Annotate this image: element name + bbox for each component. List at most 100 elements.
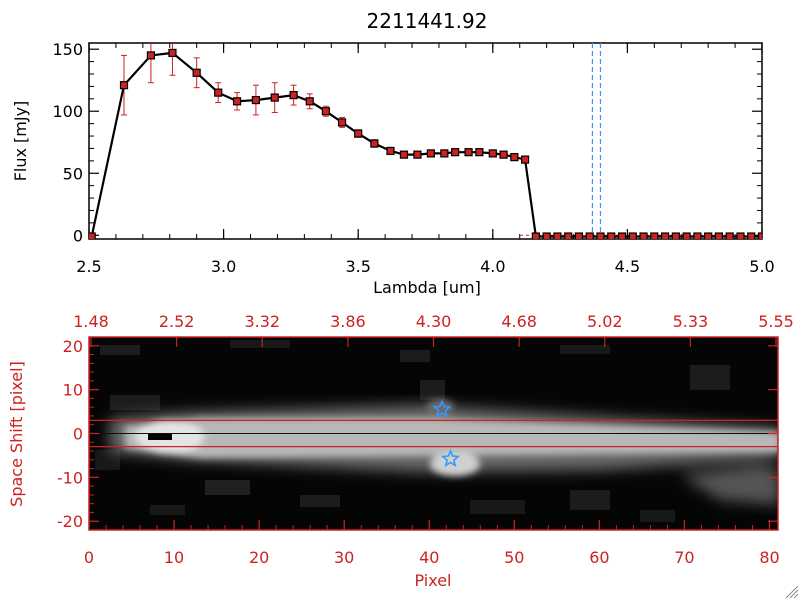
spectrum-data-point xyxy=(747,232,756,239)
spectrum-data-point xyxy=(168,48,177,58)
spectrum-data-point xyxy=(628,232,637,239)
source-star-icon xyxy=(440,448,461,468)
spectrum-y-tick-label: 100 xyxy=(52,102,83,121)
spectrum-data-point xyxy=(510,153,519,162)
spectrum-vertical-lines xyxy=(591,43,602,239)
spectrum-y-tick-label: 0 xyxy=(73,226,83,245)
image-x-tick-label: 0 xyxy=(84,548,94,567)
spectrum-data-point xyxy=(251,95,261,105)
image-x-ticks: 0 10 20 30 40 50 60 70 80 xyxy=(84,520,780,567)
spectrum-y-axis-label: Flux [mJy] xyxy=(11,101,30,182)
spectrum-data-point xyxy=(214,88,223,97)
image-top-tick-label: 4.68 xyxy=(501,312,537,331)
spectrum-x-ticks: 2.5 3.0 3.5 4.0 4.5 5.0 xyxy=(76,43,775,276)
spectrum-data-point xyxy=(119,81,129,90)
spectrum-data-point xyxy=(736,232,745,239)
spectrum-x-tick-label: 5.0 xyxy=(749,257,774,276)
image-top-tick-label: 1.48 xyxy=(73,312,109,331)
spectrum-data-point xyxy=(553,232,562,239)
image-top-tick-label: 2.52 xyxy=(159,312,195,331)
spectrum-markers xyxy=(89,48,762,239)
spectrum-data-point xyxy=(146,51,156,60)
image-x-tick-label: 30 xyxy=(334,548,354,567)
spectrum-data-point xyxy=(671,232,680,239)
spectrum-data-point xyxy=(232,97,242,106)
spectrum-data-point xyxy=(757,232,762,239)
spectrum-data-point xyxy=(521,155,530,164)
spectrum-x-tick-label: 2.5 xyxy=(76,257,101,276)
spectrum-data-point xyxy=(370,139,379,148)
spectrum-x-tick-label: 3.0 xyxy=(211,257,236,276)
chart-title: 2211441.92 xyxy=(367,9,488,33)
image-x-tick-label: 80 xyxy=(759,548,779,567)
image-top-wavelength-ticks: 1.48 2.52 3.32 3.86 4.30 4.68 5.02 5.33 5.55 xyxy=(73,312,794,347)
spectrum-data-point xyxy=(321,107,330,116)
spectrum-data-point xyxy=(617,232,627,239)
spectrum-data-point xyxy=(337,118,347,127)
spectrum-data-point xyxy=(693,232,702,239)
image-top-tick-label: 3.86 xyxy=(330,312,366,331)
image-y-tick-label: 0 xyxy=(73,425,83,444)
spectrum-x-tick-label: 4.5 xyxy=(615,257,640,276)
trace-marker xyxy=(148,433,172,440)
image-x-tick-label: 40 xyxy=(419,548,439,567)
image-y-axis-label: Space Shift [pixel] xyxy=(7,361,26,507)
image-top-tick-label: 5.33 xyxy=(673,312,709,331)
spectrum-data-point xyxy=(660,232,670,239)
image-x-tick-label: 20 xyxy=(249,548,269,567)
spectrum-data-point xyxy=(426,149,435,158)
image-y-tick-label: -20 xyxy=(57,512,83,531)
spectrum-data-point xyxy=(413,150,422,159)
spectrum-data-point xyxy=(89,232,96,239)
image-x-tick-label: 60 xyxy=(589,548,609,567)
image-y-ticks: 20 10 0 -10 -20 xyxy=(57,336,778,531)
spectrum-y-ticks: 0 50 100 150 xyxy=(52,40,762,245)
spectrum-data-point xyxy=(585,232,594,239)
spectrum-data-point xyxy=(650,232,659,239)
source-stars xyxy=(432,399,461,468)
resize-grip-icon[interactable] xyxy=(785,585,799,599)
spectrum-data-point xyxy=(607,232,616,239)
spectrum-y-tick-label: 50 xyxy=(63,164,83,183)
spectrum-data-point xyxy=(289,91,298,100)
spectrum-data-point xyxy=(475,148,484,157)
spectrum-data-point xyxy=(704,232,713,239)
spectrum-data-point xyxy=(564,232,573,239)
spectrum-data-point xyxy=(682,232,691,239)
spectrum-data-point xyxy=(725,232,734,239)
spectrum-minor-ticks xyxy=(88,43,763,239)
spectrum-data-point xyxy=(596,232,605,239)
spectrum-plot-frame xyxy=(88,42,763,240)
spectrum-data-point xyxy=(354,129,363,138)
image-x-tick-label: 50 xyxy=(504,548,524,567)
spectrum-data-point xyxy=(714,232,724,239)
spectrum-data-point xyxy=(440,149,449,158)
spectrum-data-point xyxy=(531,232,540,239)
image-top-tick-label: 4.30 xyxy=(416,312,452,331)
image-x-axis-label: Pixel xyxy=(414,571,451,590)
image-noise xyxy=(95,340,730,522)
spectrum-x-tick-label: 3.5 xyxy=(345,257,370,276)
spectrum-data-point xyxy=(542,232,551,239)
spectrum-data-point xyxy=(488,149,497,158)
spectrum-y-tick-label: 150 xyxy=(52,40,83,59)
spectrum-x-axis-label: Lambda [um] xyxy=(373,278,481,297)
spectrum-data-point xyxy=(270,93,279,102)
image-top-tick-label: 5.55 xyxy=(758,312,794,331)
spectrum-data-point xyxy=(386,146,395,156)
spectrum-data-point xyxy=(399,150,409,159)
source-star-icon xyxy=(432,399,452,418)
spectrum-x-tick-label: 4.0 xyxy=(480,257,505,276)
spectrum-data-point xyxy=(464,148,473,157)
spectrum-data-point xyxy=(192,68,201,77)
spectrum-data-point xyxy=(451,148,460,157)
spectrum-data-point xyxy=(305,97,314,106)
spectrum-data-point xyxy=(499,150,508,159)
spectrum-error-bars xyxy=(120,43,529,163)
image-top-tick-label: 5.02 xyxy=(587,312,623,331)
spectrum-series-line xyxy=(90,51,762,238)
image-y-tick-label: -10 xyxy=(57,468,83,487)
spectrum-data-point xyxy=(639,232,648,239)
spectrum-data-point xyxy=(574,232,584,239)
